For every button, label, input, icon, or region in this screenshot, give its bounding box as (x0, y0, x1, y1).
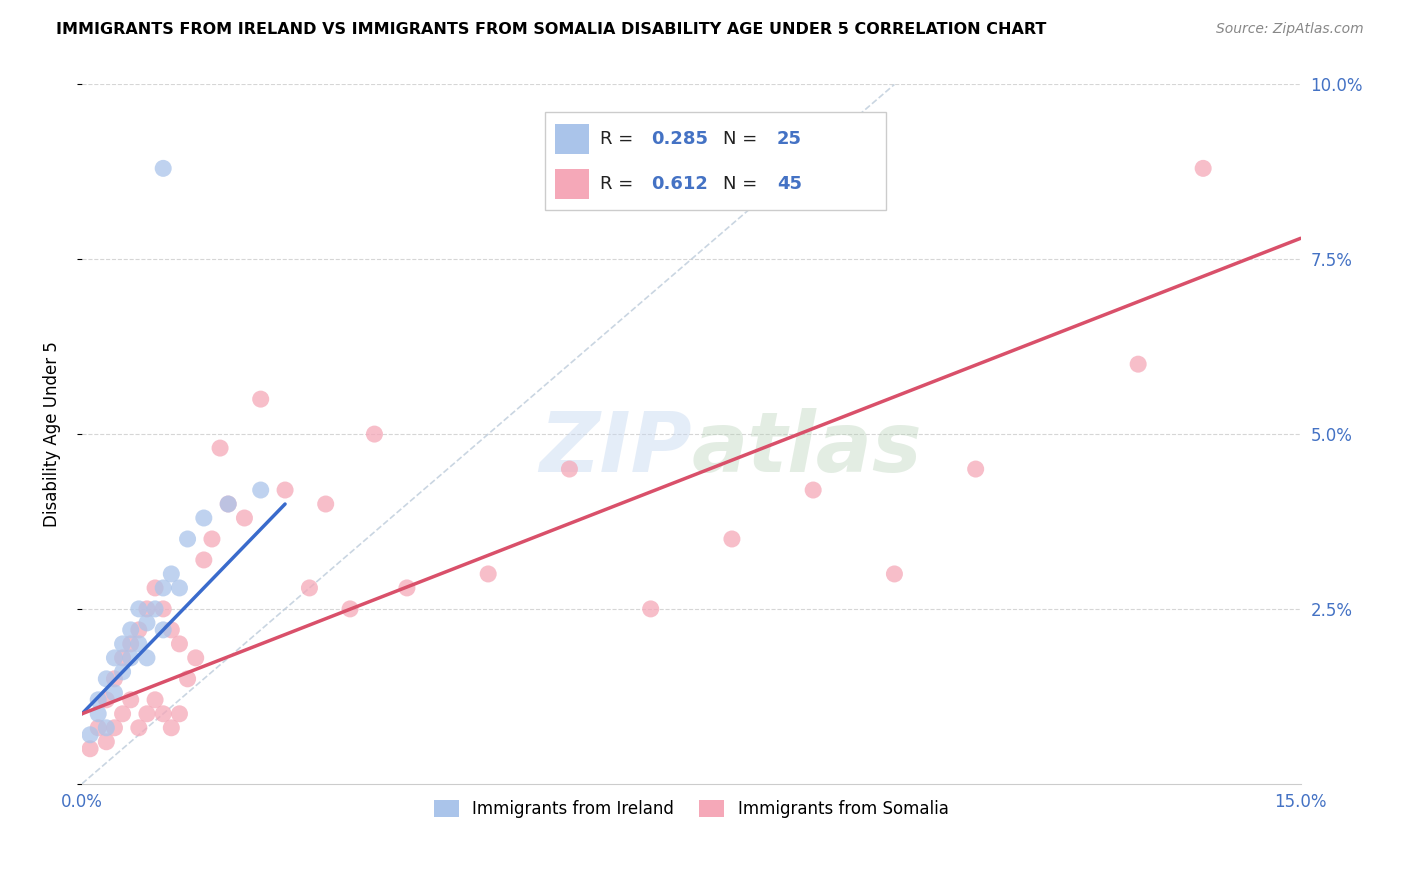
Point (111, 637, 134, 651)
Point (395, 581, 418, 595)
Point (143, 602, 166, 616)
Point (249, 392, 271, 406)
Point (136, 651, 159, 665)
Point (96, 735, 118, 749)
Point (111, 665, 134, 679)
Point (87, 721, 110, 735)
Point (160, 566, 183, 581)
Point (640, 602, 662, 616)
Point (363, 427, 385, 442)
Point (965, 462, 987, 476)
Point (721, 532, 744, 546)
Point (128, 623, 150, 637)
Point (152, 706, 174, 721)
Text: IMMIGRANTS FROM IRELAND VS IMMIGRANTS FROM SOMALIA DISABILITY AGE UNDER 5 CORREL: IMMIGRANTS FROM IRELAND VS IMMIGRANTS FR… (56, 22, 1046, 37)
Point (103, 672, 125, 686)
Point (152, 161, 174, 176)
Point (136, 602, 159, 616)
Point (120, 637, 142, 651)
Point (136, 706, 159, 721)
Point (120, 651, 142, 665)
Point (217, 497, 239, 511)
Legend: Immigrants from Ireland, Immigrants from Somalia: Immigrants from Ireland, Immigrants from… (427, 793, 955, 824)
Point (160, 721, 183, 735)
Text: ZIP: ZIP (538, 408, 692, 489)
Point (87, 693, 110, 707)
Point (103, 651, 125, 665)
Point (1128, 357, 1150, 371)
Point (249, 483, 271, 497)
Text: Source: ZipAtlas.com: Source: ZipAtlas.com (1216, 22, 1364, 37)
Point (217, 497, 239, 511)
Point (87, 706, 110, 721)
Point (193, 553, 215, 567)
Point (274, 483, 297, 497)
Point (128, 721, 150, 735)
Point (96, 693, 118, 707)
Point (136, 615, 159, 630)
Point (169, 637, 191, 651)
Point (96, 721, 118, 735)
Point (120, 623, 142, 637)
Point (79, 741, 101, 756)
Point (315, 497, 337, 511)
Point (176, 532, 198, 546)
Point (184, 651, 207, 665)
Point (152, 602, 174, 616)
Text: atlas: atlas (692, 408, 922, 489)
Point (176, 672, 198, 686)
Point (111, 651, 134, 665)
Point (883, 566, 905, 581)
Point (152, 581, 174, 595)
Point (233, 511, 256, 525)
Point (120, 693, 142, 707)
Point (169, 706, 191, 721)
Point (477, 566, 499, 581)
Point (79, 728, 101, 742)
Point (1192, 161, 1215, 176)
Point (143, 581, 166, 595)
Point (201, 532, 224, 546)
Point (169, 581, 191, 595)
Point (193, 511, 215, 525)
Y-axis label: Disability Age Under 5: Disability Age Under 5 (44, 341, 60, 527)
Point (152, 623, 174, 637)
Point (298, 581, 321, 595)
Point (160, 623, 183, 637)
Point (103, 686, 125, 700)
Point (96, 672, 118, 686)
Point (111, 706, 134, 721)
Point (128, 602, 150, 616)
Point (128, 637, 150, 651)
Point (103, 721, 125, 735)
Point (143, 693, 166, 707)
Point (801, 483, 824, 497)
Point (339, 602, 361, 616)
Point (209, 441, 232, 455)
Point (558, 462, 581, 476)
